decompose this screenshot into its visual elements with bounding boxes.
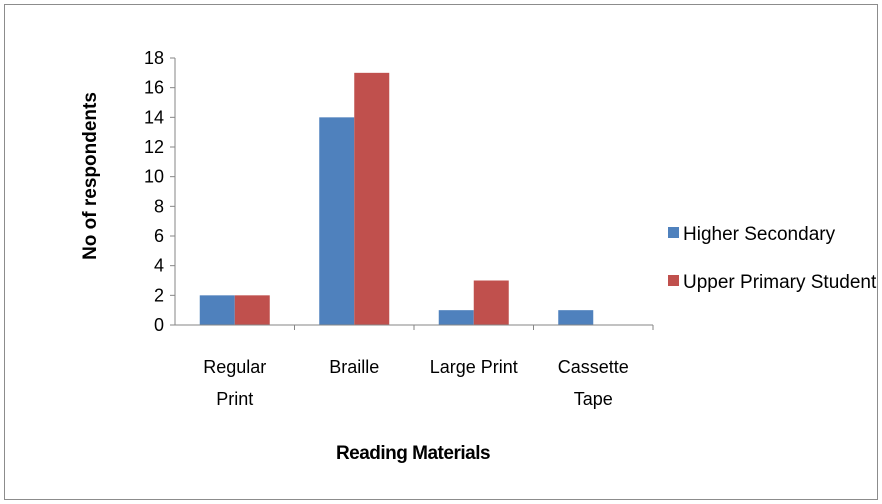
bar-higher-secondary [199,295,235,325]
x-tick-label: Large Print [430,357,518,377]
y-tick-label: 18 [144,48,164,68]
y-tick-label: 2 [154,285,164,305]
bars [199,72,654,330]
y-tick-label: 12 [144,137,164,157]
bar-upper-primary-student [354,72,390,325]
x-tick-label: Regular Print [203,357,266,409]
legend-swatch [668,275,679,286]
y-tick-label: 10 [144,167,164,187]
x-axis-title: Reading Materials [336,443,490,464]
x-tick-label: Braille [329,357,379,377]
y-axis-ticks: 0 2 4 6 8 10 12 14 16 18 [144,48,175,335]
y-tick-label: 0 [154,315,164,335]
legend: Higher Secondary Upper Primary Student [668,224,877,293]
y-tick-label: 4 [154,256,164,276]
x-tick-label: Cassette Tape [558,357,629,409]
bar-higher-secondary [319,117,355,325]
legend-label: Higher Secondary [683,224,836,245]
bar-upper-primary-student [473,280,509,325]
y-tick-label: 16 [144,78,164,98]
y-axis-title: No of respondents [80,92,101,260]
y-tick-label: 14 [144,107,164,127]
bar-upper-primary-student [234,295,270,325]
y-tick-label: 6 [154,226,164,246]
chart-frame [4,4,878,500]
bar-higher-secondary [558,310,594,325]
y-tick-label: 8 [154,196,164,216]
bar-higher-secondary [438,310,474,325]
x-axis-tick-labels: Regular Print Braille Large Print Cassette Ta… [203,357,629,409]
legend-label: Upper Primary Student [683,272,877,293]
legend-swatch [668,227,679,238]
